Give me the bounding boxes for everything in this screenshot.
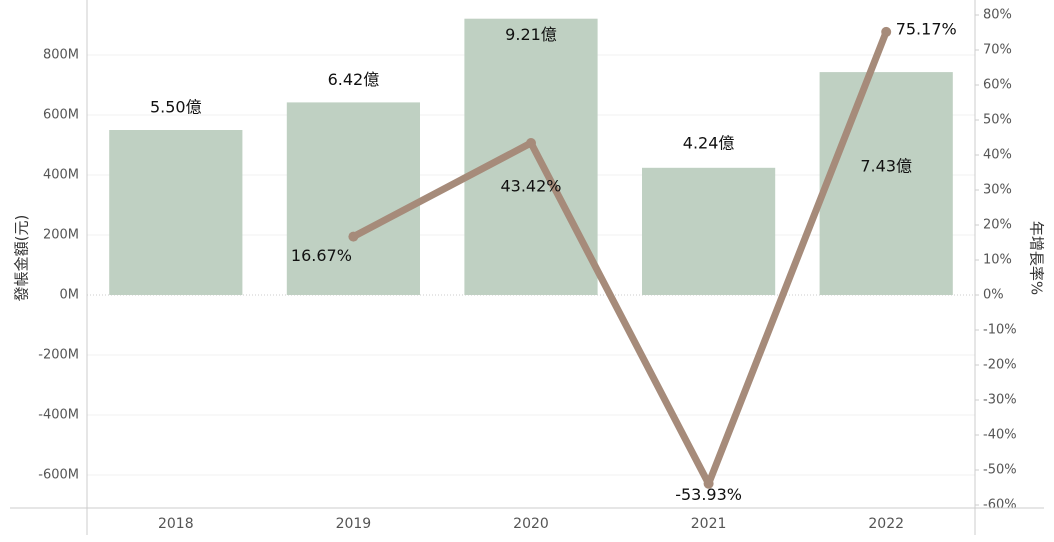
bar [642,167,776,295]
line-label: 75.17% [896,19,957,38]
line-label: 43.42% [500,177,561,196]
x-tick-label: 2022 [868,516,904,532]
y-tick-label: 0M [60,288,80,303]
x-tick-label: 2020 [513,516,549,532]
y2-tick-label: 40% [983,147,1012,162]
bar-label: 7.43億 [860,157,912,176]
line-label: -53.93% [675,485,742,504]
y2-axis-title: 年增長率% [1028,221,1046,295]
y2-tick-label: -40% [983,427,1017,442]
line-point [881,26,892,37]
y2-tick-label: 50% [983,112,1012,127]
bar-label: 5.50億 [150,98,202,117]
y2-tick-label: 60% [983,77,1012,92]
y-tick-label: 600M [43,108,79,123]
y2-tick-label: 70% [983,42,1012,57]
y-tick-label: 400M [43,168,79,183]
bar-label: 4.24億 [683,133,735,152]
y2-tick-label: -10% [983,322,1017,337]
bar-label: 9.21億 [505,25,557,44]
x-tick-label: 2018 [158,516,194,532]
x-tick-label: 2019 [336,516,372,532]
line [349,28,890,488]
y2-tick-label: -30% [983,392,1017,407]
y2-tick-label: -60% [983,497,1017,512]
y-tick-label: -400M [38,408,79,423]
line-point [703,478,714,489]
y2-tick-label: 0% [983,287,1004,302]
line-label: 16.67% [291,246,352,265]
y2-tick-label: 10% [983,252,1012,267]
y2-tick-label: -20% [983,357,1017,372]
y2-tick-label: 20% [983,217,1012,232]
y2-tick-label: -50% [983,462,1017,477]
line-point [348,231,359,242]
y-tick-label: -600M [38,468,79,483]
bar [464,18,598,295]
y-tick-label: -200M [38,348,79,363]
y-tick-label: 200M [43,228,79,243]
line-point [526,138,536,149]
y-tick-label: 800M [43,48,79,63]
bar-label: 6.42億 [328,70,380,89]
bar [109,130,243,295]
bar [286,102,420,296]
bar [819,72,953,295]
y2-tick-label: 30% [983,182,1012,197]
y-axis-title: 發帳金額(元) [13,215,31,302]
y2-tick-label: 80% [983,7,1012,22]
x-tick-label: 2021 [691,516,727,532]
